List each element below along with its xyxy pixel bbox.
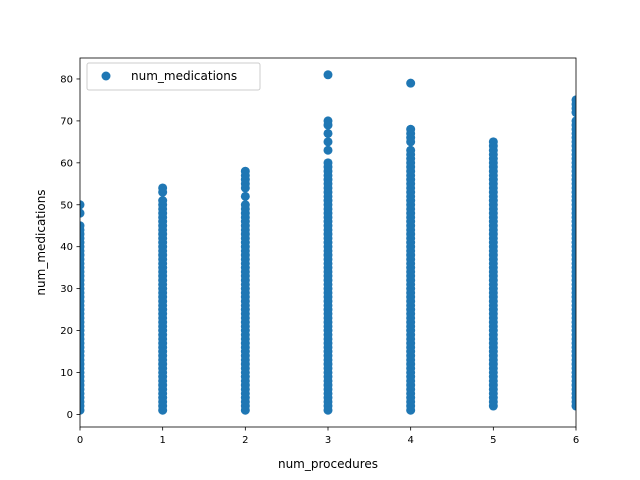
data-point: [406, 78, 416, 88]
data-point: [571, 95, 576, 105]
data-point: [323, 128, 333, 138]
legend-label: num_medications: [131, 69, 237, 83]
x-tick-label: 0: [77, 435, 83, 446]
x-tick-label: 1: [159, 435, 165, 446]
y-tick-label: 40: [60, 242, 73, 253]
y-tick-label: 10: [60, 368, 73, 379]
data-point: [406, 145, 416, 155]
data-point: [406, 124, 416, 134]
data-point: [80, 200, 85, 210]
data-point: [158, 196, 168, 206]
data-point: [80, 208, 85, 218]
data-point: [488, 137, 498, 147]
y-tick-label: 70: [60, 116, 73, 127]
x-tick-label: 4: [407, 435, 413, 446]
x-tick-label: 3: [325, 435, 331, 446]
data-point: [323, 137, 333, 147]
y-tick-label: 30: [60, 284, 73, 295]
data-point: [323, 158, 333, 168]
y-tick-label: 60: [60, 158, 73, 169]
data-point: [240, 200, 250, 210]
data-point: [80, 221, 85, 231]
x-tick-label: 5: [490, 435, 496, 446]
data-point: [240, 191, 250, 201]
x-axis-label: num_procedures: [278, 457, 378, 471]
data-point: [323, 70, 333, 80]
legend: num_medications: [86, 62, 261, 91]
y-tick-label: 20: [60, 326, 73, 337]
y-axis: 0 10 20 30 40 50 60 70 80: [60, 74, 80, 421]
data-point: [323, 145, 333, 155]
legend-marker: [101, 71, 111, 81]
data-point: [240, 166, 250, 176]
x-axis: 0 1 2 3 4 5 6: [77, 427, 579, 446]
y-tick-label: 0: [67, 410, 73, 421]
data-point: [158, 183, 168, 193]
data-point: [571, 116, 576, 126]
points-layer: [80, 70, 576, 415]
y-axis-label: num_medications: [34, 189, 48, 295]
data-point: [323, 116, 333, 126]
y-tick-label: 50: [60, 200, 73, 211]
legend-box: [86, 62, 261, 91]
x-tick-label: 2: [242, 435, 248, 446]
x-tick-label: 6: [573, 435, 579, 446]
y-tick-label: 80: [60, 74, 73, 85]
